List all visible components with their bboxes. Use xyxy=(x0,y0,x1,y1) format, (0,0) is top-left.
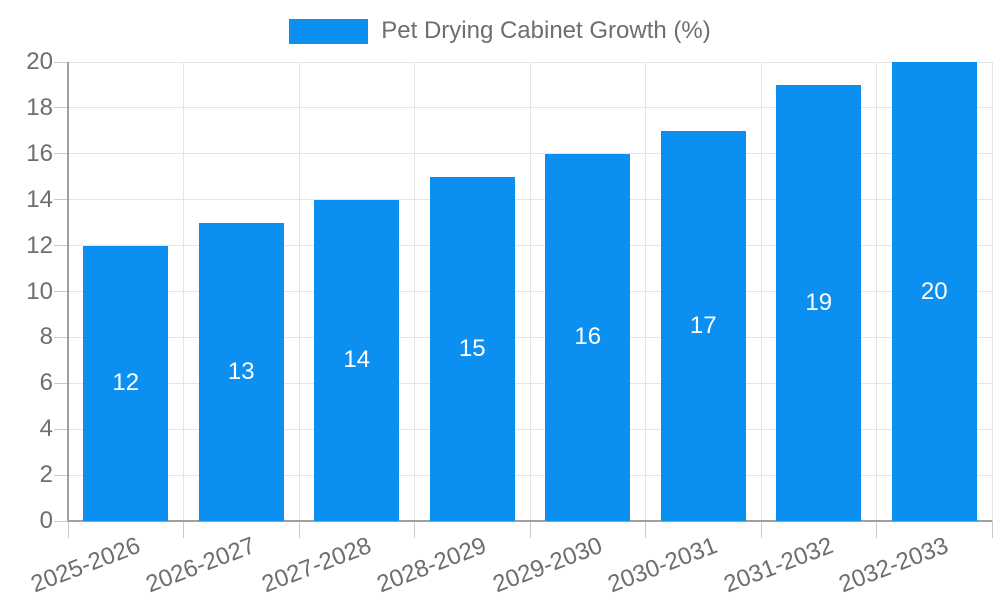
y-tick-label: 20 xyxy=(26,48,53,75)
y-tick-mark xyxy=(54,245,68,247)
y-tick-mark xyxy=(54,382,68,384)
bar xyxy=(314,199,400,521)
v-gridline xyxy=(760,62,762,521)
y-tick-mark xyxy=(54,153,68,155)
y-tick-label: 16 xyxy=(26,139,53,167)
bar-value-label: 12 xyxy=(112,369,140,397)
bar-value-label: 15 xyxy=(458,334,486,362)
bar-value-label: 19 xyxy=(805,288,833,316)
x-tick-mark xyxy=(183,521,184,538)
bar-value-label: 20 xyxy=(920,277,948,305)
y-tick-label: 4 xyxy=(39,415,53,443)
legend-label: Pet Drying Cabinet Growth (%) xyxy=(381,17,711,44)
v-gridline xyxy=(645,62,646,521)
x-axis-line xyxy=(68,520,992,522)
x-tick-mark xyxy=(645,521,646,538)
y-tick-mark xyxy=(54,291,68,292)
bar xyxy=(83,245,169,521)
bar-value-label: 17 xyxy=(689,311,717,339)
v-gridline xyxy=(529,62,531,521)
y-tick-label: 0 xyxy=(39,507,53,534)
v-gridline xyxy=(183,62,184,521)
bar xyxy=(776,84,862,521)
x-tick-mark xyxy=(529,521,531,538)
x-tick-mark xyxy=(414,521,415,538)
bar-value-label: 16 xyxy=(574,323,602,351)
bar xyxy=(198,222,284,521)
x-tick-mark xyxy=(760,521,762,538)
bar xyxy=(660,130,746,521)
x-tick-mark xyxy=(876,521,877,538)
y-tick-label: 12 xyxy=(26,231,53,259)
bar-value-label: 14 xyxy=(343,346,371,374)
y-axis-line xyxy=(67,62,69,521)
x-tick-mark xyxy=(67,521,69,538)
bar xyxy=(545,153,631,521)
y-tick-mark xyxy=(54,61,68,63)
y-tick-label: 2 xyxy=(39,461,53,489)
bar-value-label: 13 xyxy=(227,357,255,385)
y-tick-mark xyxy=(54,474,68,476)
v-gridline xyxy=(414,62,415,521)
y-tick-mark xyxy=(54,336,68,338)
bar xyxy=(429,176,515,521)
v-gridline xyxy=(298,62,300,521)
legend[interactable]: Pet Drying Cabinet Growth (%) xyxy=(0,18,1000,44)
y-tick-label: 10 xyxy=(26,277,53,305)
v-gridline xyxy=(876,62,877,521)
y-tick-label: 6 xyxy=(39,369,53,397)
x-tick-mark xyxy=(991,521,993,538)
y-tick-label: 8 xyxy=(39,323,53,351)
y-tick-mark xyxy=(54,107,68,109)
legend-swatch-icon xyxy=(289,18,369,44)
v-gridline xyxy=(991,62,993,521)
y-tick-mark xyxy=(54,520,68,522)
bar xyxy=(891,62,977,521)
x-tick-mark xyxy=(298,521,300,538)
y-tick-label: 18 xyxy=(26,93,53,121)
y-tick-label: 14 xyxy=(26,185,53,213)
y-tick-mark xyxy=(54,428,68,430)
y-tick-mark xyxy=(54,199,68,201)
